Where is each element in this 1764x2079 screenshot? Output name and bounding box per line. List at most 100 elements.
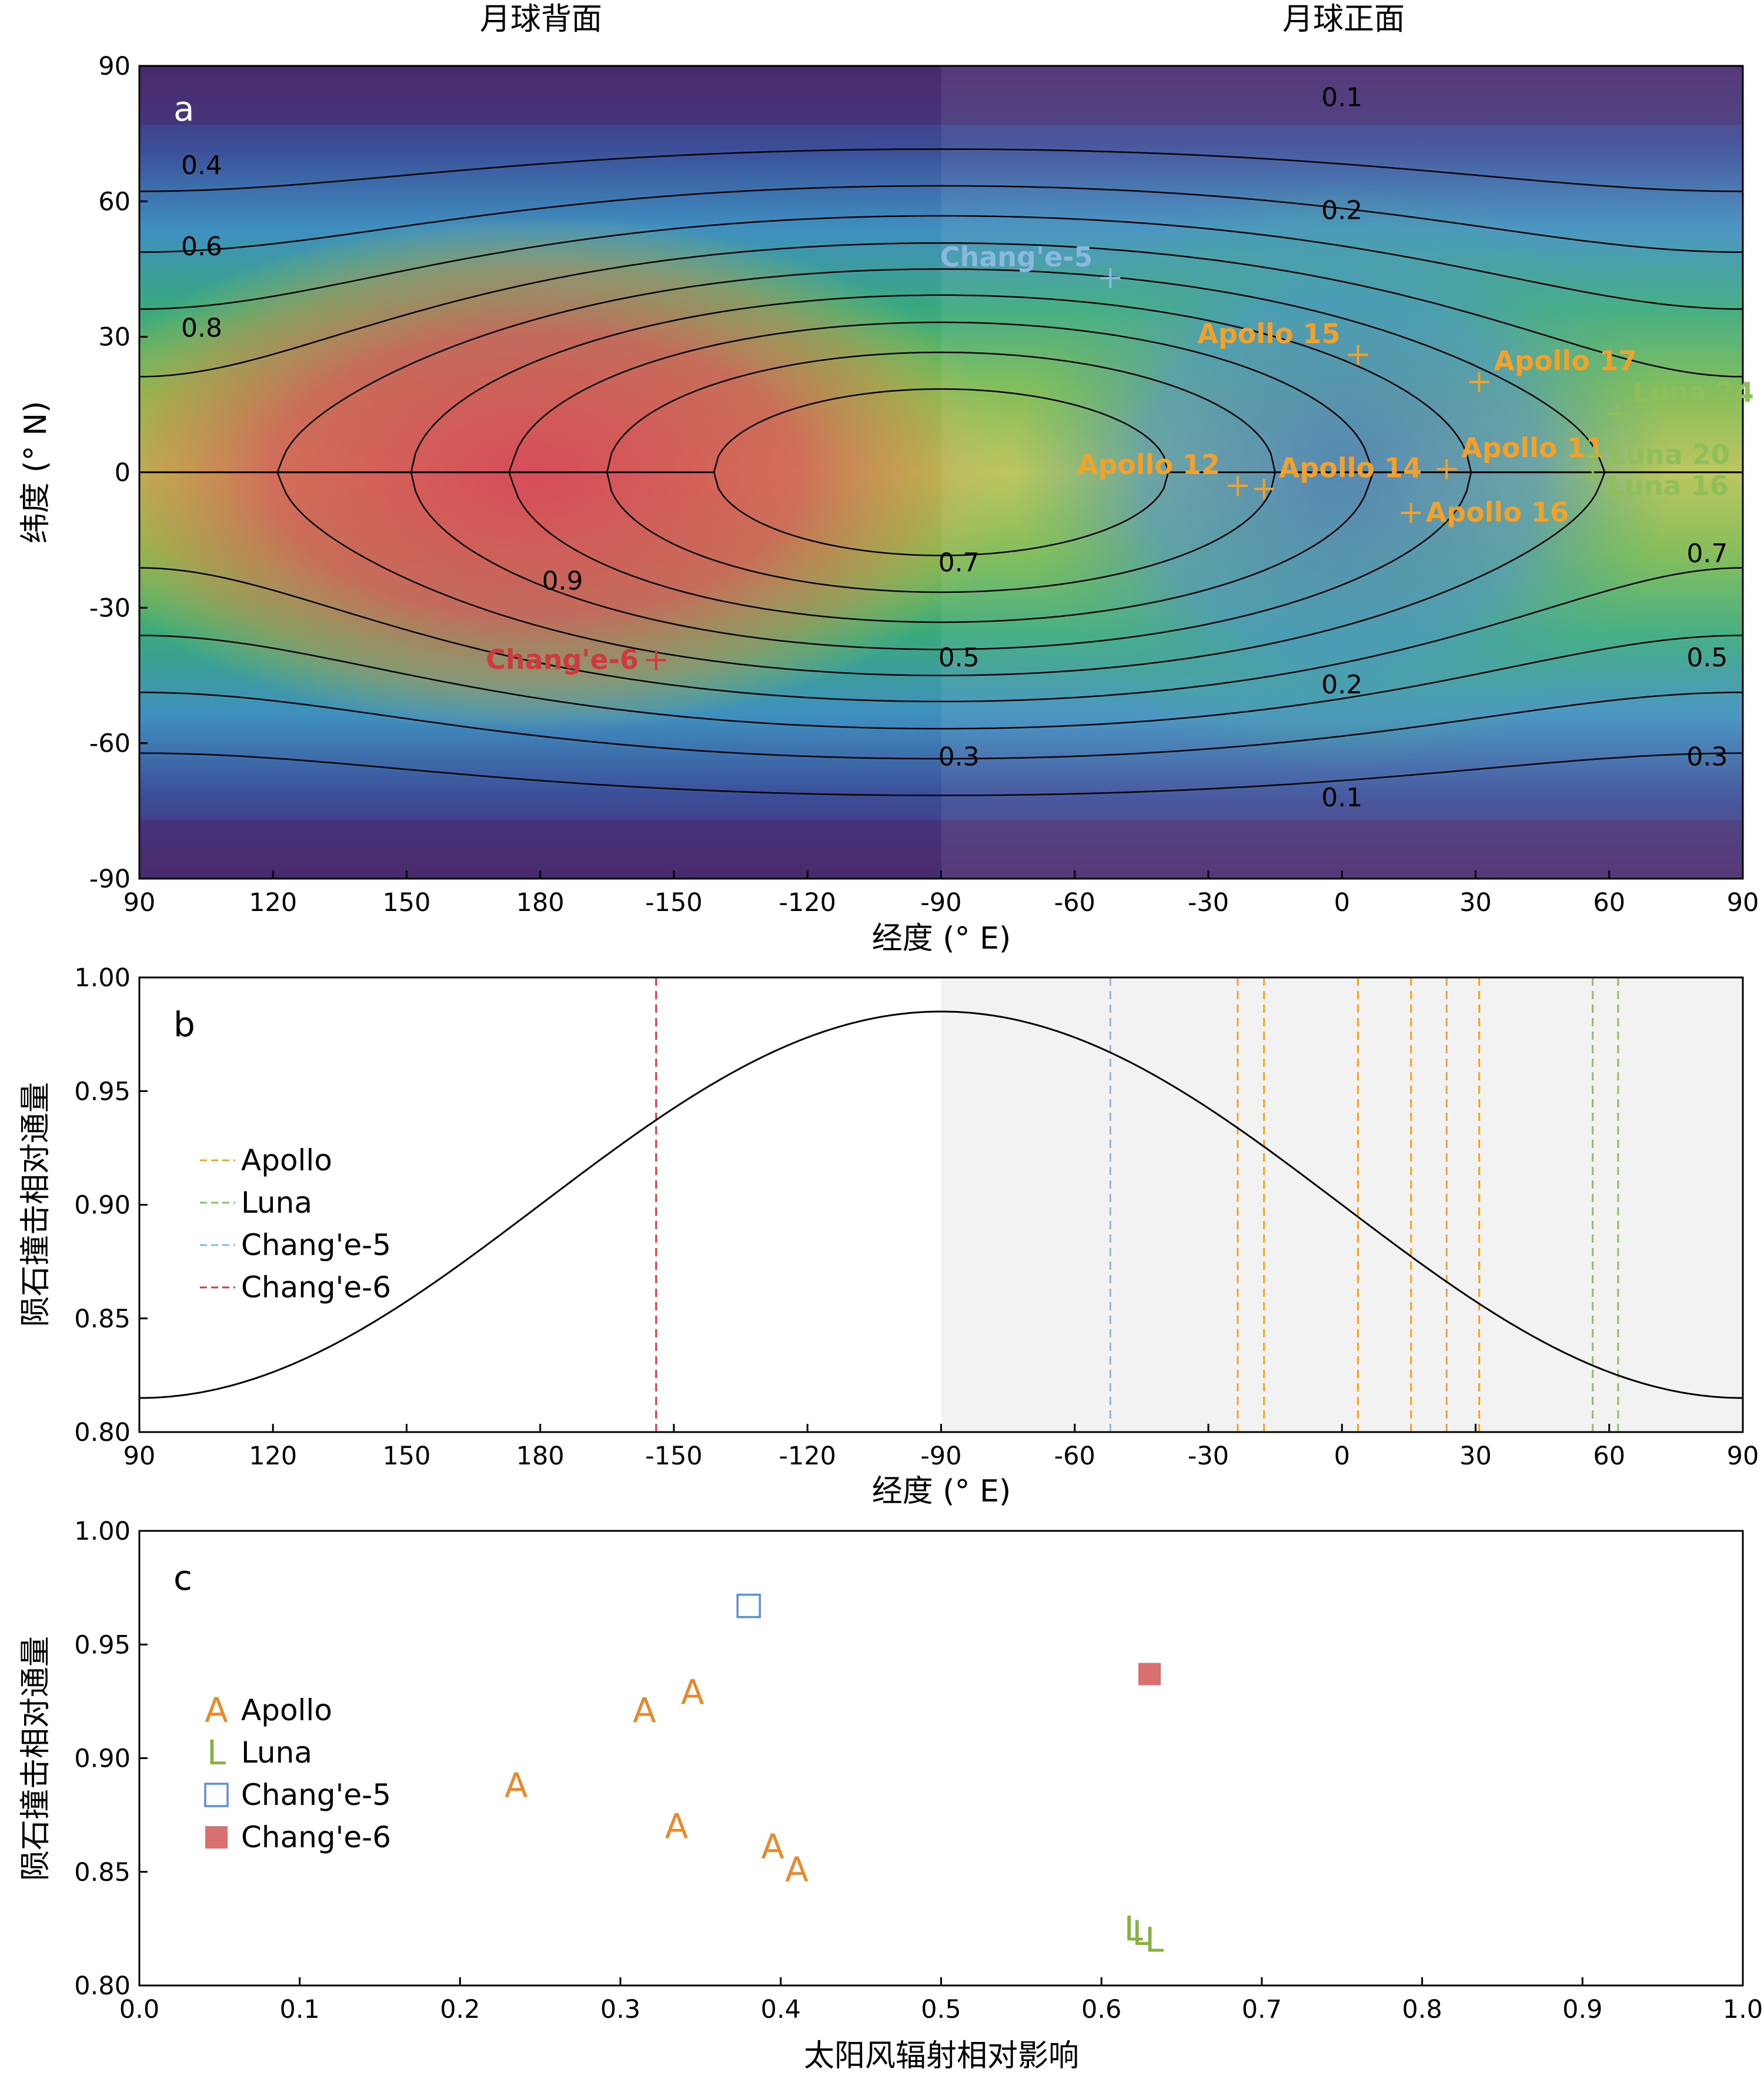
contour-label: 0.5 [938,643,980,673]
x-tick-label: 90 [1727,888,1759,917]
x-tick-label: 0 [1334,1441,1350,1471]
x-tick-label: -30 [1188,1441,1229,1471]
y-tick-label: 90 [98,52,131,81]
site-marker [646,650,666,670]
site-marker [1469,372,1489,392]
x-tick-label: 150 [382,1441,430,1471]
scatter-point: A [633,1690,656,1730]
site-marker [1582,464,1603,485]
panel-b-legend: Apollo Luna Chang'e-5 Chang'e-6 [200,1143,391,1304]
contour-lines [139,148,1743,796]
contour-2-south [139,635,1743,730]
x-tick-label: 0.8 [1402,1995,1442,2024]
contour-label: 0.4 [181,151,222,181]
scatter-point: A [665,1806,689,1846]
legend-label: Chang'e-6 [241,1270,391,1304]
contour-label: 0.8 [181,313,222,343]
contour-label: 0.3 [1686,742,1728,772]
contour-label: 0.1 [1321,83,1362,113]
x-tick-label: 120 [249,1441,297,1471]
contour-label: 0.1 [1321,783,1362,813]
x-tick-label: -90 [920,888,961,917]
y-tick-label: 60 [98,187,131,216]
x-tick-label: 90 [1727,1441,1759,1471]
y-tick-label: 30 [98,323,131,352]
contour-1-north [139,185,1743,253]
site-label: Chang'e-5 [940,241,1093,273]
x-tick-label: 0.9 [1562,1995,1602,2024]
site-label: Luna 24 [1633,376,1754,408]
contour-label: 0.9 [542,566,583,596]
legend-label: Chang'e-5 [241,1778,391,1812]
site-label: Apollo 11 [1461,432,1604,464]
x-tick-label: 60 [1593,1441,1625,1471]
scatter-point: L [1132,1913,1151,1953]
x-tick-label: 0.3 [600,1995,640,2024]
y-tick-label: -90 [89,865,131,894]
contour-0-north [139,148,1743,192]
x-tick-label: 90 [123,888,156,917]
site-marker [1254,479,1274,499]
panel-c-axes: 0.0 0.1 0.2 0.3 0.4 0.5 0.6 0.7 0.8 0.9 1.0 1.00 0.9… [74,1517,1763,2024]
panel-c-legend: A Apollo L Luna Chang'e-5 Chang'e-6 [204,1690,391,1854]
scatter-point: A [785,1850,808,1890]
site-label: Chang'e-6 [486,643,639,675]
y-tick-label: 0.85 [74,1304,131,1334]
site-label: Apollo 12 [1077,449,1220,480]
x-tick-label: 0.5 [921,1995,961,2024]
x-tick-label: 0.4 [761,1995,801,2024]
contour-label: 0.7 [1686,539,1728,569]
far-side-header: 月球背面 [480,2,602,37]
scatter-point: L [207,1733,226,1773]
y-tick-label: 0 [115,458,131,488]
site-marker [1608,403,1628,424]
site-marker [1436,459,1457,479]
contour-2-north [139,215,1743,310]
impact-flux-curve [139,1010,1743,1399]
x-tick-label: 30 [1459,1441,1492,1471]
panel-b-ylabel: 陨石撞击相对通量 [18,1082,54,1327]
y-tick-label: 0.95 [74,1077,131,1106]
panel-b-xlabel: 经度 (° E) [872,1474,1011,1509]
x-tick-label: 0.1 [280,1995,320,2024]
panel-b-letter: b [173,1005,195,1044]
contour-0-south [139,752,1743,796]
x-tick-label: 90 [123,1441,156,1471]
x-tick-label: -90 [920,1441,961,1471]
panel-c-letter: c [173,1558,192,1598]
site-label: Apollo 14 [1279,452,1422,483]
scatter-point [205,1826,228,1848]
legend-label: Luna [241,1736,312,1770]
site-marker [1228,476,1248,496]
y-tick-label: 0.95 [74,1630,131,1660]
contour-4-north [139,268,1743,473]
y-tick-label: 0.85 [74,1858,131,1887]
x-tick-label: 1.0 [1723,1995,1763,2024]
x-tick-label: 120 [249,888,297,917]
x-tick-label: 30 [1459,888,1492,917]
site-marker [1401,503,1421,523]
x-tick-label: 180 [516,888,564,917]
scatter-point [736,1593,761,1619]
site-label: Luna 16 [1608,470,1729,502]
near-side-header: 月球正面 [1282,2,1405,37]
panel-a-ylabel: 纬度 (° N) [18,401,54,544]
y-tick-label: 1.00 [74,1517,131,1546]
x-tick-label: 0.0 [119,1995,159,2024]
scatter-point: A [761,1827,784,1867]
panel-a-map: 0.1 0.2 0.4 0.6 0.8 0.9 0.7 0.5 0.3 0.2 0.1 0.7 0.5 0… [18,52,1759,956]
y-tick-label: 0.80 [74,1971,131,2001]
x-tick-label: -60 [1054,1441,1095,1471]
site-marker [1348,345,1368,365]
contour-4-south [139,471,1743,676]
x-tick-label: 0.7 [1242,1995,1282,2024]
contour-labels: 0.1 0.2 0.4 0.6 0.8 0.9 0.7 0.5 0.3 0.2 0.1 0.7 0.5 0… [181,83,1728,813]
x-tick-label: 150 [382,888,430,917]
y-tick-label: -60 [89,729,131,759]
x-tick-label: -150 [645,1441,703,1471]
scatter-point: A [205,1690,228,1730]
x-tick-label: -150 [645,888,703,917]
